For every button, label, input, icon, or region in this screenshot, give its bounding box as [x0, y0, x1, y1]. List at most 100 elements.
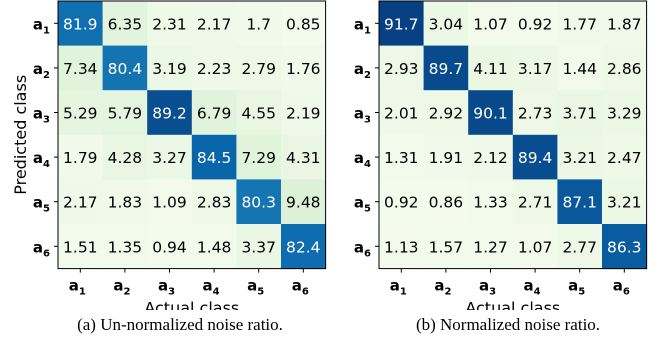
cell-value-label: 2.86 — [607, 60, 642, 78]
heatmap-unnormalized: 81.9 6.35 2.31 2.17 1.7 0.85 7.34 80.4 3.19 2.23 2… — [11, 0, 327, 310]
y-tick-label: a5 — [354, 194, 371, 215]
cell-value-label: 1.09 — [152, 194, 187, 212]
heatmap-cell — [512, 134, 558, 180]
cell-value-label: 1.44 — [562, 60, 597, 78]
cell-value-label: 89.4 — [518, 149, 553, 167]
heatmap-cell — [602, 45, 648, 91]
heatmap-cell — [281, 179, 327, 225]
cell-value-label: 3.21 — [607, 194, 642, 212]
cell-value-label: 2.93 — [384, 60, 419, 78]
heatmap-cell — [281, 134, 327, 180]
cell-value-label: 2.01 — [384, 105, 419, 123]
x-tick-label: a3 — [158, 277, 175, 298]
heatmap-cell — [147, 45, 193, 91]
cell-value-label: 2.77 — [562, 238, 597, 256]
cell-value-label: 2.17 — [63, 194, 98, 212]
heatmap-panel-normalized: 91.7 3.04 1.07 0.92 1.77 1.87 2.93 89.7 4.11 3.17… — [331, 0, 662, 310]
y-axis-label: Predicted class — [11, 75, 30, 195]
cell-value-label: 5.29 — [63, 105, 98, 123]
cell-value-label: 89.2 — [152, 105, 187, 123]
heatmap-cell — [557, 1, 603, 47]
cell-value-label: 80.3 — [241, 194, 276, 212]
heatmap-cell — [468, 224, 514, 270]
cell-value-label: 1.57 — [429, 238, 464, 256]
heatmap-cell — [191, 134, 237, 180]
cell-value-label: 2.79 — [241, 60, 276, 78]
x-tick-label: a2 — [434, 277, 451, 298]
cell-value-label: 2.12 — [473, 149, 508, 167]
cell-value-label: 0.92 — [518, 15, 553, 33]
cell-value-label: 2.71 — [518, 194, 553, 212]
cell-value-label: 2.83 — [197, 194, 232, 212]
heatmap-cell — [602, 1, 648, 47]
cell-value-label: 1.31 — [384, 149, 419, 167]
cell-value-label: 4.31 — [286, 149, 321, 167]
heatmap-cell — [602, 224, 648, 270]
heatmap-cell — [281, 45, 327, 91]
cell-value-label: 1.79 — [63, 149, 98, 167]
cell-value-label: 0.94 — [152, 238, 187, 256]
cell-value-label: 1.76 — [286, 60, 321, 78]
heatmap-cell — [147, 1, 193, 47]
cell-value-label: 0.92 — [384, 194, 419, 212]
heatmap-cell — [512, 90, 558, 136]
y-tick-label: a3 — [354, 105, 371, 126]
cell-value-label: 3.37 — [241, 238, 276, 256]
y-tick-label: a3 — [33, 105, 50, 126]
cell-value-label: 4.55 — [241, 105, 276, 123]
y-tick-label: a1 — [354, 15, 371, 36]
heatmap-cell — [102, 134, 148, 180]
cell-value-label: 9.48 — [286, 194, 321, 212]
heatmap-cell — [423, 90, 469, 136]
heatmap-cell — [102, 179, 148, 225]
heatmap-cell — [147, 224, 193, 270]
heatmap-cell — [557, 45, 603, 91]
heatmap-cell — [468, 134, 514, 180]
heatmap-cell — [379, 224, 425, 270]
x-tick-label: a3 — [479, 277, 496, 298]
heatmap-cell — [236, 45, 282, 91]
heatmap-cell — [602, 134, 648, 180]
heatmap-cell — [512, 1, 558, 47]
caption-unnormalized: (a) Un-normalized noise ratio. — [77, 315, 283, 334]
cell-value-label: 1.48 — [197, 238, 232, 256]
y-tick-label: a6 — [33, 238, 50, 259]
cell-value-label: 82.4 — [286, 238, 321, 256]
cell-value-label: 3.17 — [518, 60, 553, 78]
y-tick-label: a2 — [33, 60, 50, 81]
cell-value-label: 1.51 — [63, 238, 98, 256]
heatmap-cell — [602, 90, 648, 136]
cell-value-label: 81.9 — [63, 15, 98, 33]
x-tick-label: a6 — [613, 277, 630, 298]
cell-value-label: 1.07 — [473, 15, 508, 33]
cell-value-label: 5.79 — [108, 105, 143, 123]
cell-value-label: 86.3 — [607, 238, 642, 256]
heatmap-frame — [57, 0, 327, 270]
y-tick-label: a4 — [33, 149, 50, 170]
cell-value-label: 4.11 — [473, 60, 508, 78]
cell-value-label: 2.23 — [197, 60, 232, 78]
heatmap-cell — [58, 179, 104, 225]
x-axis-label: Actual class — [144, 299, 239, 310]
x-tick-label: a4 — [524, 277, 541, 298]
heatmap-cell — [236, 224, 282, 270]
heatmap-cell — [512, 224, 558, 270]
heatmap-cell — [423, 134, 469, 180]
heatmap-cell — [557, 134, 603, 180]
x-tick-label: a6 — [292, 277, 309, 298]
heatmap-cell — [191, 45, 237, 91]
cell-value-label: 0.86 — [429, 194, 464, 212]
heatmap-cell — [423, 45, 469, 91]
heatmap-cell — [147, 134, 193, 180]
x-tick-label: a5 — [247, 277, 264, 298]
cell-value-label: 80.4 — [108, 60, 143, 78]
heatmap-frame — [378, 0, 648, 270]
cell-value-label: 1.83 — [108, 194, 143, 212]
heatmap-cell — [58, 224, 104, 270]
heatmap-cell — [512, 45, 558, 91]
cell-value-label: 91.7 — [384, 15, 419, 33]
heatmap-cell — [379, 45, 425, 91]
heatmap-cell — [236, 134, 282, 180]
y-tick-label: a5 — [33, 194, 50, 215]
heatmap-cell — [423, 224, 469, 270]
